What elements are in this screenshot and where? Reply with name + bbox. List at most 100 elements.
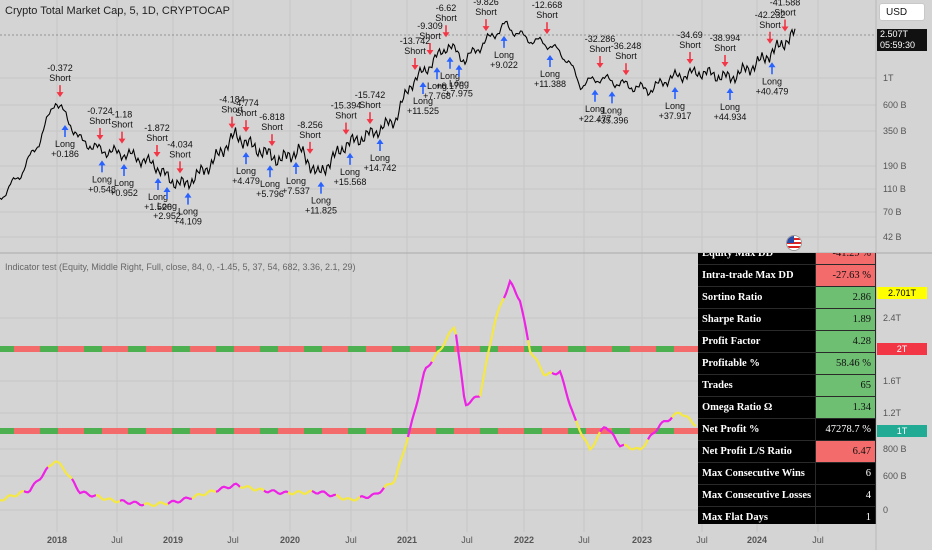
trade-signal-long: Long+5.796: [256, 165, 284, 199]
svg-text:Short: Short: [475, 7, 497, 17]
svg-text:Long: Long: [665, 101, 685, 111]
svg-text:+11.388: +11.388: [534, 79, 566, 89]
indicator-tick: 2.4T: [883, 313, 902, 323]
band-segment: [322, 346, 348, 352]
stat-value: 6: [815, 462, 876, 485]
svg-text:+44.934: +44.934: [714, 112, 747, 122]
svg-text:+5.796: +5.796: [256, 189, 284, 199]
svg-text:Short: Short: [615, 51, 637, 61]
svg-text:Long: Long: [427, 81, 447, 91]
stats-row: Max Consecutive Losses 4: [698, 484, 876, 507]
equity-segment: [143, 501, 169, 508]
band-segment: [58, 346, 84, 352]
svg-text:+7.768: +7.768: [423, 91, 451, 101]
stat-label: Omega Ratio Ω: [698, 396, 817, 419]
equity-segment: [359, 487, 385, 499]
svg-text:Long: Long: [55, 139, 75, 149]
price-line: [0, 20, 796, 201]
svg-text:Short: Short: [146, 133, 168, 143]
svg-text:+14.742: +14.742: [364, 163, 397, 173]
trade-signals: -0.372ShortLong+0.186-0.724ShortLong+0.5…: [47, 0, 800, 227]
svg-text:Short: Short: [714, 43, 736, 53]
svg-text:+22.477: +22.477: [579, 114, 612, 124]
svg-text:Long: Long: [413, 96, 433, 106]
indicator-label[interactable]: Indicator test (Equity, Middle Right, Fu…: [5, 262, 356, 272]
band-segment: [146, 346, 172, 352]
stat-value: 47278.7 %: [815, 418, 876, 441]
band-segment: [410, 346, 436, 352]
equity-segment: [551, 369, 578, 422]
svg-text:Long: Long: [114, 178, 134, 188]
band-segment: [630, 428, 656, 434]
equity-segment: [215, 482, 241, 493]
indicator-tick: 1.6T: [883, 376, 902, 386]
svg-text:Short: Short: [404, 46, 426, 56]
stat-label: Profitable %: [698, 352, 817, 375]
trade-signal-long: Long+4.109: [174, 192, 202, 227]
svg-text:Long: Long: [311, 196, 331, 206]
svg-text:+40.479: +40.479: [756, 86, 789, 96]
svg-text:-36.248: -36.248: [611, 41, 642, 51]
price-tick: 1T: [883, 73, 894, 83]
equity-segment: [287, 489, 313, 496]
price-axis: 1T 600 B 350 B 190 B 110 B 70 B 42 B: [883, 73, 907, 242]
stat-label: Net Profit L/S Ratio: [698, 440, 817, 463]
stat-value: 58.46 %: [815, 352, 876, 375]
band-segment: [14, 346, 40, 352]
svg-text:Long: Long: [602, 105, 622, 115]
band-segment: [146, 428, 172, 434]
equity-segment: [647, 416, 673, 440]
svg-text:-4.034: -4.034: [167, 139, 193, 149]
stats-row: Max Consecutive Wins 6: [698, 462, 876, 485]
currency-button[interactable]: USD: [879, 3, 925, 21]
svg-text:-4.774: -4.774: [233, 98, 259, 108]
svg-text:-34.69: -34.69: [677, 30, 703, 40]
bar-countdown: 05:59:30: [880, 40, 916, 50]
stat-label: Trades: [698, 374, 817, 397]
trade-signal-long: Long+44.934: [714, 88, 747, 122]
svg-text:Short: Short: [419, 31, 441, 41]
us-flag-icon[interactable]: [786, 235, 802, 251]
svg-text:Long: Long: [494, 50, 514, 60]
svg-text:+35.396: +35.396: [596, 115, 629, 125]
svg-text:-13.742: -13.742: [400, 36, 431, 46]
stats-row: Profitable % 58.46 %: [698, 352, 876, 375]
equity-curve: [0, 278, 697, 508]
svg-text:+0.952: +0.952: [110, 188, 138, 198]
stats-row: Equity Max DD -41.29 %: [698, 253, 876, 265]
stats-row: Trades 65: [698, 374, 876, 397]
equity-segment: [599, 426, 625, 448]
time-axis: 2018 Jul 2019 Jul 2020 Jul 2021 Jul 2022 Jul 2023 J…: [47, 535, 824, 545]
band-segment: [586, 346, 612, 352]
trade-signal-long: Long+0.186: [51, 125, 79, 159]
stat-label: Sharpe Ratio: [698, 308, 817, 331]
trade-signal-long: Long+14.742: [364, 139, 397, 173]
stat-value: -27.63 %: [815, 264, 876, 287]
trade-signal-long: Long+2.952: [153, 187, 181, 221]
svg-text:-6.62: -6.62: [436, 3, 457, 13]
band-segment: [674, 428, 700, 434]
time-tick: 2024: [747, 535, 767, 545]
trade-signal-long: Long+0.952: [110, 164, 138, 198]
svg-text:Short: Short: [111, 120, 133, 130]
equity-segment: [95, 494, 121, 504]
svg-text:Short: Short: [235, 108, 257, 118]
band-segment: [102, 428, 128, 434]
svg-text:Long: Long: [236, 166, 256, 176]
trade-signal-long: Long+9.022: [490, 35, 518, 70]
svg-text:Short: Short: [261, 122, 283, 132]
band-segment: [542, 428, 568, 434]
stats-row: Max Flat Days 1: [698, 506, 876, 524]
price-tick: 350 B: [883, 126, 907, 136]
stat-label: Max Consecutive Wins: [698, 462, 817, 485]
svg-text:-15.394: -15.394: [331, 101, 362, 111]
svg-text:-41.588: -41.588: [770, 0, 801, 8]
trade-signal-long: Long+1.526: [144, 178, 172, 212]
